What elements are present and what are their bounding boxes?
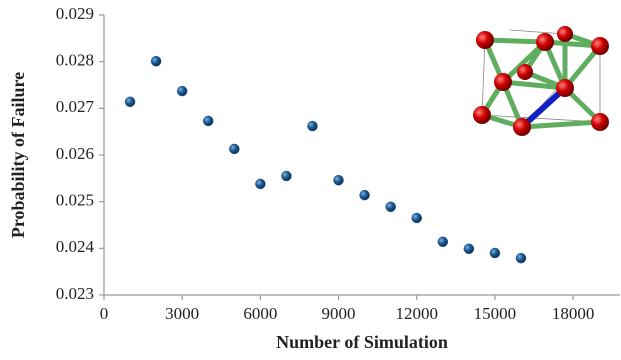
y-tick-label: 0.025 (56, 191, 94, 210)
chart: Number of Simulation Probability of Fail… (0, 0, 621, 360)
data-point (177, 86, 187, 96)
y-tick-label: 0.028 (56, 51, 94, 70)
data-point (464, 244, 474, 254)
x-tick-label: 6000 (243, 304, 277, 323)
data-point (438, 237, 448, 247)
y-tick-label: 0.024 (56, 237, 95, 256)
data-point (255, 179, 265, 189)
x-tick-label: 9000 (322, 304, 356, 323)
x-tick-label: 0 (100, 304, 109, 323)
data-point (125, 97, 135, 107)
data-point (307, 121, 317, 131)
data-point (151, 56, 161, 66)
x-axis-title: Number of Simulation (276, 332, 448, 352)
y-axis-title: Probability of Failure (8, 72, 28, 238)
data-point (360, 190, 370, 200)
data-point (490, 248, 500, 258)
data-point (281, 171, 291, 181)
y-tick-label: 0.023 (56, 284, 94, 303)
data-point (229, 144, 239, 154)
data-point (516, 253, 526, 263)
data-point (386, 202, 396, 212)
y-tick-label: 0.027 (56, 97, 95, 116)
data-point (334, 175, 344, 185)
x-tick-label: 18000 (552, 304, 595, 323)
y-tick-label: 0.026 (56, 144, 94, 163)
x-tick-label: 15000 (474, 304, 517, 323)
x-tick-label: 12000 (395, 304, 438, 323)
data-point (203, 116, 213, 126)
data-point (412, 213, 422, 223)
y-tick-label: 0.029 (56, 4, 94, 23)
x-tick-label: 3000 (165, 304, 199, 323)
inset-structure (473, 26, 609, 136)
